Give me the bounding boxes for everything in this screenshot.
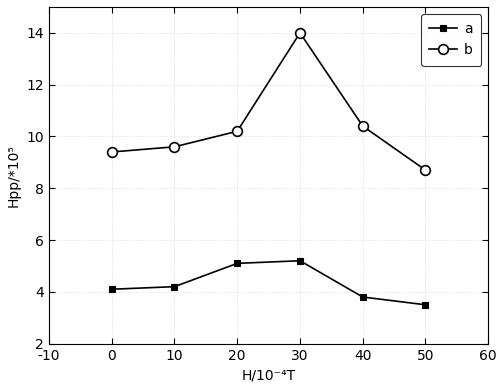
a bbox=[109, 287, 115, 292]
a bbox=[422, 303, 428, 307]
a bbox=[234, 261, 240, 266]
Legend: a, b: a, b bbox=[421, 14, 481, 65]
b bbox=[234, 129, 240, 133]
b bbox=[360, 124, 366, 128]
a bbox=[171, 284, 177, 289]
b bbox=[109, 150, 115, 154]
b bbox=[297, 30, 303, 35]
Line: a: a bbox=[108, 257, 429, 308]
Y-axis label: Hpp/*10⁵: Hpp/*10⁵ bbox=[7, 144, 21, 207]
a bbox=[360, 295, 366, 300]
a bbox=[297, 258, 303, 263]
X-axis label: H/10⁻⁴T: H/10⁻⁴T bbox=[241, 368, 296, 382]
b bbox=[422, 168, 428, 172]
Line: b: b bbox=[107, 28, 430, 175]
b bbox=[171, 144, 177, 149]
